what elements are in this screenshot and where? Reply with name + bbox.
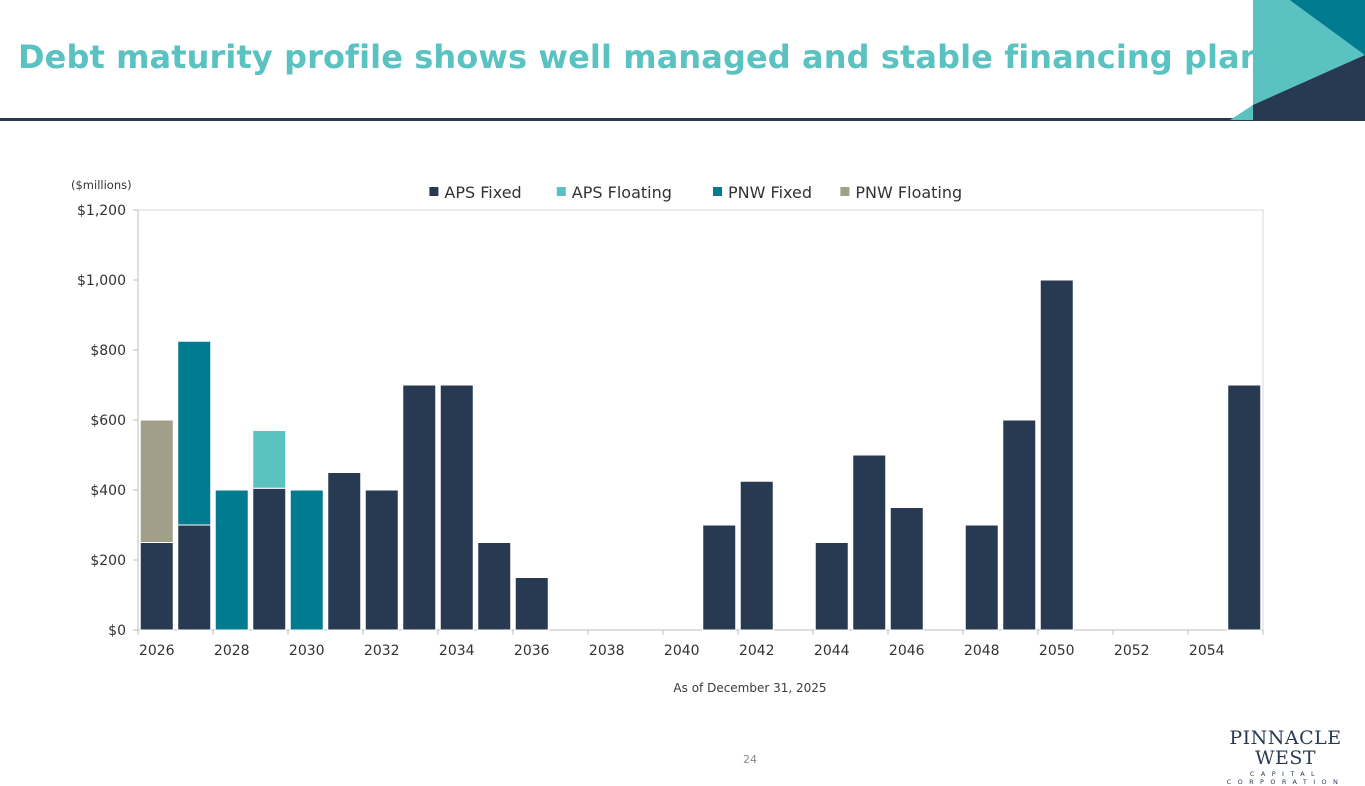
x-tick-label: 2030: [289, 643, 325, 659]
bar-aps-fixed-2031: [327, 472, 362, 631]
legend-label: APS Floating: [572, 183, 672, 202]
x-tick-label: 2040: [664, 643, 700, 659]
y-tick-label: $600: [90, 413, 126, 429]
x-tick-label: 2044: [814, 643, 850, 659]
y-tick-label: $800: [90, 343, 126, 359]
bar-aps-fixed-2042: [739, 480, 774, 631]
bar-aps-fixed-2029: [252, 487, 287, 631]
y-tick-label: $400: [90, 483, 126, 499]
legend-label: PNW Floating: [855, 183, 962, 202]
bar-aps-fixed-2041: [702, 524, 737, 631]
logo-subtitle: CAPITAL CORPORATION: [1226, 770, 1345, 786]
units-label: ($millions): [71, 178, 132, 192]
company-logo: PINNACLE WEST CAPITAL CORPORATION: [1206, 728, 1365, 786]
bar-aps-fixed-2035: [477, 542, 512, 631]
corner-decoration: [1230, 0, 1365, 120]
legend-swatch: [713, 187, 722, 196]
x-tick-label: 2052: [1114, 643, 1150, 659]
legend-label: APS Fixed: [444, 183, 521, 202]
bar-aps-fixed-2026: [139, 542, 174, 631]
debt-maturity-chart: $0 $200 $400 $600 $800 $1,000 $1,200 2026 2028 20…: [77, 183, 1264, 659]
bar-aps-fixed-2050: [1039, 279, 1074, 631]
title-divider: [0, 118, 1365, 121]
bar-aps-fixed-2046: [889, 507, 924, 631]
chart-footnote: As of December 31, 2025: [673, 681, 827, 695]
logo-wordmark: PINNACLE WEST: [1229, 727, 1342, 769]
bar-aps-fixed-2027: [177, 524, 212, 631]
bar-aps-fixed-2045: [852, 454, 887, 631]
bar-aps-fixed-2034: [439, 384, 474, 631]
bar-aps-floating-2029: [252, 430, 287, 489]
y-tick-label: $1,000: [77, 273, 126, 289]
x-tick-label: 2026: [139, 643, 175, 659]
bar-pnw-fixed-2027: [177, 340, 212, 526]
y-tick-label: $1,200: [77, 203, 126, 219]
bar-pnw-floating-2026: [139, 419, 174, 543]
x-tick-label: 2048: [964, 643, 1000, 659]
x-tick-label: 2038: [589, 643, 625, 659]
legend-label: PNW Fixed: [728, 183, 812, 202]
legend-swatch: [556, 187, 566, 196]
bar-aps-fixed-2049: [1002, 419, 1037, 631]
legend-swatch: [840, 187, 850, 196]
x-tick-label: 2028: [214, 643, 250, 659]
bar-aps-fixed-2048: [964, 524, 999, 631]
bar-aps-fixed-2055: [1227, 384, 1262, 631]
x-tick-label: 2034: [439, 643, 475, 659]
bar-aps-fixed-2032: [364, 489, 399, 631]
x-tick-label: 2054: [1189, 643, 1225, 659]
y-tick-label: $200: [90, 553, 126, 569]
slide-title: Debt maturity profile shows well managed…: [18, 38, 1263, 76]
page-number: 24: [743, 753, 757, 766]
x-tick-label: 2032: [364, 643, 400, 659]
x-tick-label: 2050: [1039, 643, 1075, 659]
bar-pnw-fixed-2028: [214, 489, 249, 631]
x-tick-label: 2046: [889, 643, 925, 659]
y-tick-label: $0: [108, 623, 126, 639]
legend-swatch: [429, 187, 439, 196]
x-tick-label: 2042: [739, 643, 775, 659]
bar-aps-fixed-2036: [514, 577, 549, 631]
bar-aps-fixed-2033: [402, 384, 437, 631]
x-tick-label: 2036: [514, 643, 550, 659]
bar-pnw-fixed-2030: [289, 489, 324, 631]
bar-aps-fixed-2044: [814, 542, 849, 631]
